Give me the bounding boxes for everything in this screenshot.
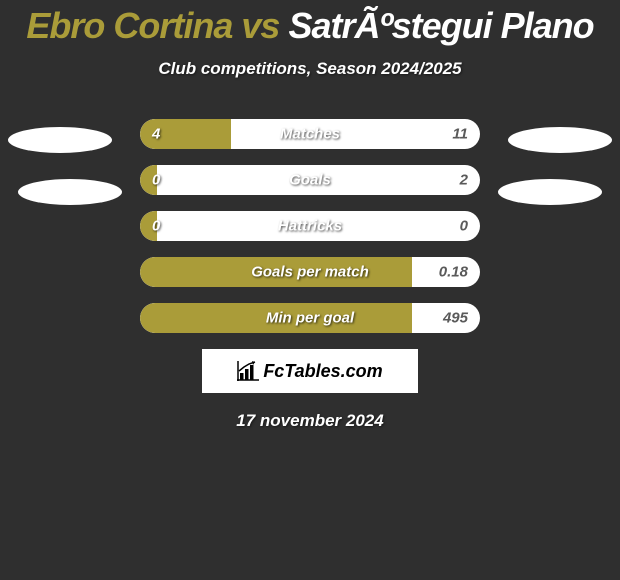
player-right-name: SatrÃºstegui Plano [288,5,593,46]
logo: FcTables.com [237,361,382,382]
decor-ellipse-left-1 [8,127,112,153]
stats-area: 4 Matches 11 0 Goals 2 0 Hattricks 0 Goals per ma… [0,119,620,333]
stat-bar-row: 4 Matches 11 [140,119,480,149]
stat-bar-row: 0 Goals 2 [140,165,480,195]
bar-right-value: 0.18 [439,264,468,281]
page-title: Ebro Cortina vs SatrÃºstegui Plano [0,5,620,47]
bar-label: Goals per match [251,264,369,281]
bar-label: Matches [280,126,340,143]
stat-bar-row: Goals per match 0.18 [140,257,480,287]
date-text: 17 november 2024 [0,411,620,431]
bar-right-value: 0 [460,218,468,235]
decor-ellipse-left-2 [18,179,122,205]
bar-chart: 4 Matches 11 0 Goals 2 0 Hattricks 0 Goals per ma… [140,119,480,333]
bar-left-value: 4 [152,126,160,143]
logo-text: FcTables.com [263,361,382,382]
stat-bar-row: Min per goal 495 [140,303,480,333]
bar-label: Hattricks [278,218,342,235]
bar-label: Goals [289,172,331,189]
vs-text: vs [241,5,279,46]
bar-label: Min per goal [266,310,354,327]
decor-ellipse-right-1 [508,127,612,153]
bar-right-value: 2 [460,172,468,189]
logo-box: FcTables.com [202,349,418,393]
decor-ellipse-right-2 [498,179,602,205]
bar-right-value: 495 [443,310,468,327]
subtitle: Club competitions, Season 2024/2025 [0,59,620,79]
player-left-name: Ebro Cortina [26,5,232,46]
bar-right-value: 11 [452,126,468,143]
stat-bar-row: 0 Hattricks 0 [140,211,480,241]
bar-left-value: 0 [152,218,160,235]
comparison-infographic: Ebro Cortina vs SatrÃºstegui Plano Club … [0,0,620,431]
bar-chart-icon [237,361,259,381]
bar-left-value: 0 [152,172,160,189]
